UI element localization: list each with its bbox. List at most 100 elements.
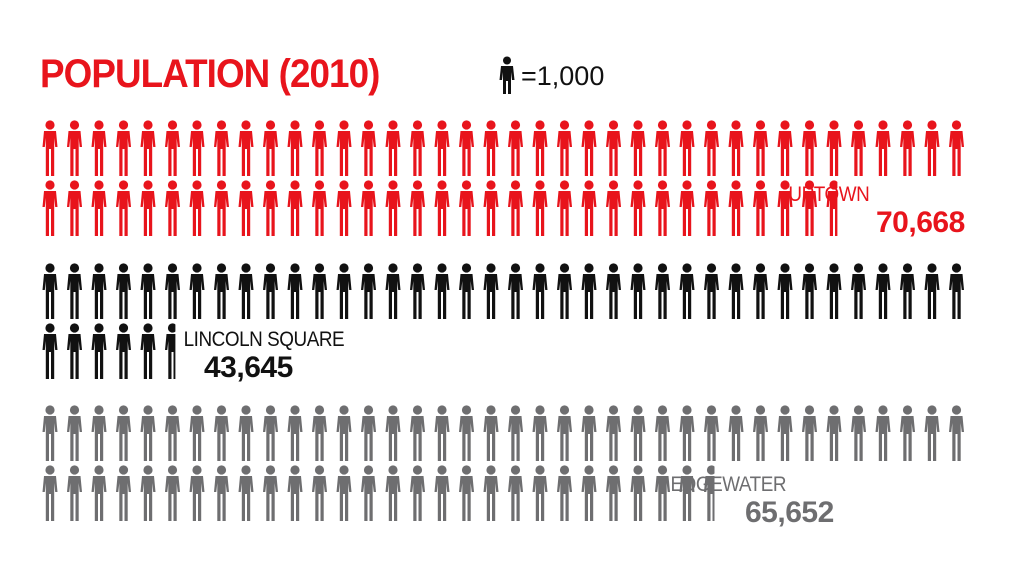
legend: =1,000: [497, 56, 604, 96]
person-icon: [91, 120, 107, 176]
value-label: 70,668: [876, 206, 965, 239]
person-icon: [679, 180, 695, 236]
person-icon: [581, 263, 597, 319]
person-icon: [385, 180, 401, 236]
person-icon: [214, 405, 229, 461]
person-icon: [263, 120, 278, 176]
person-icon: [116, 263, 131, 319]
person-icon: [459, 405, 474, 461]
person-icon: [410, 263, 425, 319]
person-icon: [42, 323, 58, 379]
person-icon: [459, 120, 474, 176]
person-icon: [949, 120, 964, 176]
person-icon: [287, 120, 303, 176]
person-icon: [361, 120, 376, 176]
person-icon: [483, 180, 499, 236]
person-icon: [508, 405, 523, 461]
person-icon: [557, 263, 572, 319]
person-icon: [655, 405, 670, 461]
person-icon: [238, 263, 254, 319]
person-icon: [630, 263, 646, 319]
person-icon: [704, 405, 719, 461]
person-icon: [679, 120, 695, 176]
person-icon: [630, 180, 646, 236]
person-icon: [826, 263, 842, 319]
person-icon: [655, 180, 670, 236]
person-icon: [508, 465, 523, 521]
person-icon: [459, 263, 474, 319]
person-icon: [140, 405, 156, 461]
person-icon: [802, 405, 817, 461]
person-icon-partial: [826, 180, 838, 236]
person-icon: [385, 120, 401, 176]
person-icon: [189, 180, 205, 236]
person-icon-partial: [704, 465, 715, 521]
person-icon: [606, 263, 621, 319]
person-icon: [116, 180, 131, 236]
person-icon: [777, 405, 793, 461]
person-icon: [826, 120, 842, 176]
person-icon: [679, 263, 695, 319]
person-icon: [116, 323, 131, 379]
person-icon: [434, 180, 450, 236]
person-icon: [924, 405, 940, 461]
person-icon: [802, 263, 817, 319]
person-icon: [67, 323, 82, 379]
person-icon: [140, 465, 156, 521]
person-icon: [557, 180, 572, 236]
person-icon: [189, 263, 205, 319]
person-icon: [728, 263, 744, 319]
person-icon: [91, 405, 107, 461]
person-icon: [532, 120, 548, 176]
person-icon: [385, 465, 401, 521]
person-icon-partial: [165, 323, 176, 379]
person-icon: [655, 263, 670, 319]
person-icon: [581, 465, 597, 521]
value-label: 65,652: [745, 496, 834, 529]
person-icon: [900, 263, 915, 319]
person-icon: [214, 263, 229, 319]
person-icon: [410, 180, 425, 236]
person-icon: [483, 405, 499, 461]
person-icon: [532, 465, 548, 521]
person-icon: [728, 120, 744, 176]
person-icon: [263, 263, 278, 319]
person-icon: [802, 180, 817, 236]
person-icon: [287, 405, 303, 461]
person-icon: [606, 180, 621, 236]
person-icon: [165, 465, 180, 521]
person-icon: [312, 120, 327, 176]
value-label: 43,645: [204, 351, 293, 384]
person-icon: [704, 263, 719, 319]
person-icon: [361, 263, 376, 319]
person-icon: [67, 180, 82, 236]
person-icon: [728, 180, 744, 236]
person-icon: [483, 120, 499, 176]
person-icon: [532, 405, 548, 461]
person-icon: [728, 405, 744, 461]
person-icon: [67, 465, 82, 521]
person-icon: [508, 120, 523, 176]
person-icon: [753, 263, 768, 319]
person-icon: [753, 180, 768, 236]
person-icon: [508, 263, 523, 319]
person-icon: [165, 263, 180, 319]
person-icon: [42, 180, 58, 236]
person-icon: [165, 180, 180, 236]
person-icon: [753, 405, 768, 461]
person-icon: [630, 465, 646, 521]
person-icon: [140, 180, 156, 236]
person-icon: [214, 180, 229, 236]
person-icon: [581, 120, 597, 176]
chart-title: POPULATION (2010): [40, 52, 380, 96]
series-label: EDGEWATER: [671, 473, 787, 496]
person-icon: [42, 120, 58, 176]
person-icon: [238, 120, 254, 176]
person-icon: [606, 405, 621, 461]
person-icon: [499, 56, 515, 94]
person-icon: [116, 120, 131, 176]
person-icon: [361, 180, 376, 236]
person-icon: [606, 120, 621, 176]
person-icon: [606, 465, 621, 521]
person-icon: [900, 405, 915, 461]
